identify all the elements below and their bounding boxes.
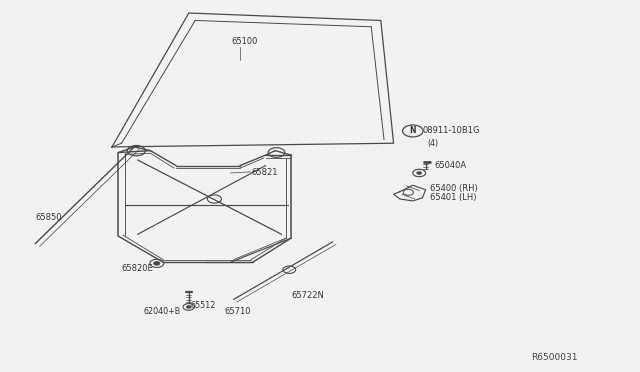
Text: 08911-10B1G: 08911-10B1G: [422, 126, 480, 135]
Text: 65722N: 65722N: [291, 291, 324, 300]
Text: 65821: 65821: [252, 169, 278, 177]
Text: 65850: 65850: [35, 213, 61, 222]
Text: N: N: [410, 126, 416, 135]
Circle shape: [154, 262, 160, 265]
Circle shape: [417, 171, 422, 174]
Text: 65401 (LH): 65401 (LH): [430, 193, 477, 202]
Text: 65710: 65710: [224, 307, 250, 316]
Text: R6500031: R6500031: [531, 353, 578, 362]
Text: 65512: 65512: [191, 301, 216, 310]
Text: 65820E: 65820E: [122, 264, 154, 273]
Text: 65100: 65100: [232, 37, 258, 46]
Text: (4): (4): [428, 139, 438, 148]
Text: 65040A: 65040A: [434, 161, 466, 170]
Text: 65400 (RH): 65400 (RH): [430, 184, 478, 193]
Circle shape: [186, 305, 191, 308]
Text: 62040+B: 62040+B: [143, 307, 180, 316]
